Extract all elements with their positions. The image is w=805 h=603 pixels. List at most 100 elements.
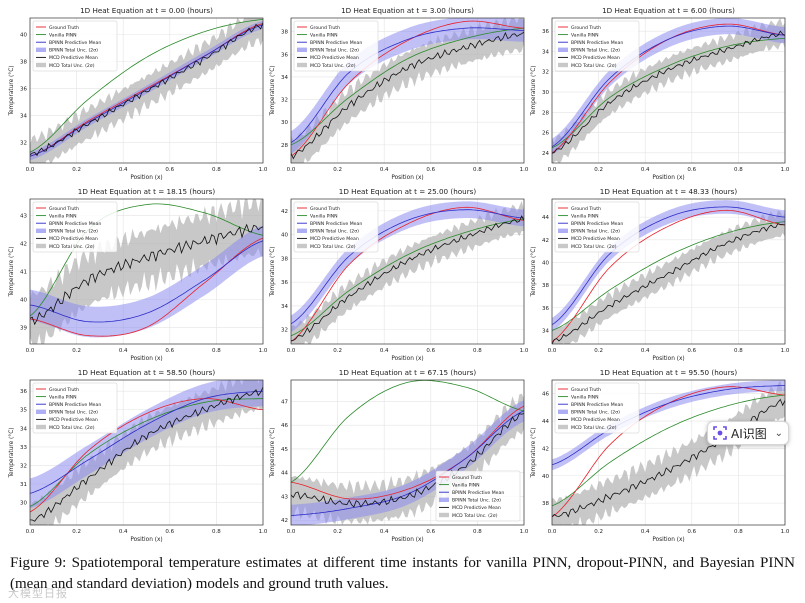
vanilla-pinn-line <box>291 27 524 146</box>
x-tick-label: 0.0 <box>26 167 35 173</box>
y-tick-label: 38 <box>281 256 288 262</box>
y-tick-label: 32 <box>281 328 288 334</box>
y-tick-label: 38 <box>542 283 549 289</box>
legend-label-vanilla: Vanilla PINN <box>571 213 599 219</box>
vanilla-pinn-line <box>291 380 524 483</box>
x-tick-label: 0.4 <box>380 348 389 354</box>
legend-label-bpinn: BPINN Predictive Mean <box>49 221 101 227</box>
x-tick-label: 0.4 <box>119 167 128 173</box>
bpinn-mean-line <box>552 385 785 466</box>
legend-swatch-bpinn_band <box>36 409 46 414</box>
x-tick-label: 0.2 <box>594 529 603 535</box>
plot-area <box>291 18 524 163</box>
subplot-7: 1D Heat Equation at t = 58.50 (hours) 0.0… <box>9 368 268 543</box>
x-tick-label: 0.6 <box>165 529 174 535</box>
subplot-5: 1D Heat Equation at t = 25.00 (hours) 0.0… <box>270 187 529 362</box>
y-tick-label: 33 <box>20 445 27 451</box>
legend-swatch-bpinn_band <box>297 228 307 233</box>
y-tick-label: 31 <box>20 482 27 488</box>
x-axis-label: Position (x) <box>391 175 423 181</box>
legend-box <box>554 201 640 253</box>
plot-area <box>30 380 263 525</box>
mcd-uncertainty-band <box>30 199 263 344</box>
y-tick-label: 28 <box>281 143 288 149</box>
ai-image-recognition-label: AI识图 <box>731 426 767 441</box>
legend-label-gt: Ground Truth <box>571 206 601 212</box>
legend-label-vanilla: Vanilla PINN <box>49 32 77 38</box>
legend-swatch-mcd_band <box>558 62 568 68</box>
mcd-uncertainty-band <box>291 201 524 344</box>
y-tick-label: 43 <box>281 494 288 500</box>
axes-frame <box>290 379 525 526</box>
legend-label-gt: Ground Truth <box>49 387 79 393</box>
legend-label-gt: Ground Truth <box>49 206 79 212</box>
legend-label-gt: Ground Truth <box>571 387 601 393</box>
legend-label-gt: Ground Truth <box>452 475 482 481</box>
subplot-9: 1D Heat Equation at t = 95.50 (hours) 0.0… <box>531 368 790 543</box>
plot-area <box>291 201 524 344</box>
legend-box <box>32 382 118 434</box>
axes-frame <box>551 379 786 526</box>
y-axis-label: Temperature (°C) <box>9 65 15 116</box>
x-axis-label: Position (x) <box>652 537 684 543</box>
legend-label-mcd_band: MCD Total Unc. (2σ) <box>571 425 617 431</box>
x-tick-label: 0.8 <box>734 529 743 535</box>
legend-label-mcd: MCD Predictive Mean <box>571 55 620 61</box>
y-tick-label: 46 <box>281 423 288 429</box>
subplot-1: 1D Heat Equation at t = 0.00 (hours) 0.0 0… <box>9 6 268 181</box>
legend-label-mcd_band: MCD Total Unc. (2σ) <box>49 244 95 250</box>
y-axis-label: Temperature (°C) <box>270 246 276 297</box>
x-tick-label: 0.0 <box>287 348 296 354</box>
vanilla-pinn-line <box>552 221 785 331</box>
mcd-uncertainty-band <box>291 393 524 525</box>
y-tick-label: 40 <box>20 297 27 303</box>
legend-swatch-mcd_band <box>36 243 46 249</box>
x-tick-label: 0.6 <box>426 348 435 354</box>
y-tick-label: 32 <box>20 464 27 470</box>
subplot-3: 1D Heat Equation at t = 6.00 (hours) 0.0 0… <box>531 6 790 181</box>
legend-label-vanilla: Vanilla PINN <box>310 213 338 219</box>
subplot-title: 1D Heat Equation at t = 18.15 (hours) <box>78 187 216 196</box>
x-tick-label: 0.2 <box>594 348 603 354</box>
legend-label-mcd_band: MCD Total Unc. (2σ) <box>452 513 498 519</box>
y-tick-label: 42 <box>281 518 288 524</box>
x-tick-label: 0.2 <box>72 348 81 354</box>
legend-swatch-bpinn_band <box>36 228 46 233</box>
axes-frame <box>29 379 264 526</box>
y-tick-label: 26 <box>542 131 549 137</box>
plot-area <box>552 200 785 344</box>
x-tick-label: 1.0 <box>520 167 529 173</box>
bpinn-uncertainty-band <box>552 200 785 332</box>
y-tick-label: 43 <box>20 214 27 220</box>
y-axis-label: Temperature (°C) <box>531 427 537 478</box>
legend-label-vanilla: Vanilla PINN <box>571 394 599 400</box>
y-tick-label: 34 <box>281 75 288 81</box>
subplot-title: 1D Heat Equation at t = 3.00 (hours) <box>341 6 474 15</box>
ai-image-recognition-button[interactable]: AI识图 ⌄ <box>707 421 789 445</box>
y-tick-label: 36 <box>281 280 288 286</box>
y-axis-label: Temperature (°C) <box>270 65 276 116</box>
subplot-title: 1D Heat Equation at t = 48.33 (hours) <box>600 187 738 196</box>
bpinn-uncertainty-band <box>552 380 785 471</box>
plot-area <box>30 18 263 163</box>
ground-truth-line <box>291 20 524 157</box>
y-tick-label: 44 <box>281 471 288 477</box>
figure-caption: Figure 9: Spatiotemporal temperature est… <box>10 555 795 592</box>
mcd-mean-line <box>291 413 524 508</box>
plot-area <box>552 18 785 163</box>
legend-label-mcd_band: MCD Total Unc. (2σ) <box>310 63 356 69</box>
y-tick-label: 42 <box>542 238 549 244</box>
plot-area <box>291 380 524 525</box>
chevron-down-icon[interactable]: ⌄ <box>774 427 783 439</box>
bpinn-mean-line <box>30 240 263 323</box>
subplot-8: 1D Heat Equation at t = 67.15 (hours) 0.0… <box>270 368 529 543</box>
x-tick-label: 0.2 <box>72 529 81 535</box>
y-tick-label: 42 <box>20 242 27 248</box>
x-tick-label: 1.0 <box>781 348 790 354</box>
x-tick-label: 0.8 <box>473 348 482 354</box>
y-tick-label: 36 <box>281 52 288 58</box>
legend-label-bpinn: BPINN Predictive Mean <box>571 221 623 227</box>
